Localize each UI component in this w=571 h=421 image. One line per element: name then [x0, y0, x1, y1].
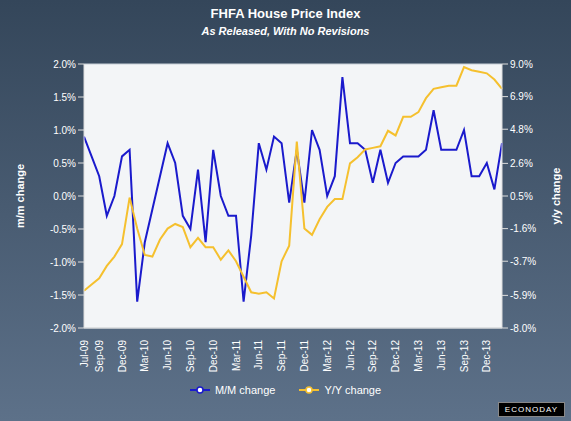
svg-text:-8.0%: -8.0% [510, 323, 536, 334]
svg-text:1.0%: 1.0% [53, 125, 76, 136]
html-text:y/y change: y/y change [550, 167, 562, 225]
svg-text:Sep-13: Sep-13 [459, 340, 470, 373]
svg-text:Mar-10: Mar-10 [139, 340, 150, 372]
html-text:M/M change: M/M change [214, 384, 276, 396]
svg-text:Mar-12: Mar-12 [322, 340, 333, 372]
svg-text:4.8%: 4.8% [510, 124, 533, 135]
html-text:As Released, With No Revisions: As Released, With No Revisions [201, 25, 370, 37]
svg-text:-5.9%: -5.9% [510, 290, 536, 301]
svg-text:Sep-12: Sep-12 [367, 340, 378, 373]
html-text:FHFA House Price Index: FHFA House Price Index [210, 6, 361, 21]
svg-text:2.6%: 2.6% [510, 158, 533, 169]
svg-text:9.0%: 9.0% [510, 59, 533, 70]
svg-text:-1.6%: -1.6% [510, 223, 536, 234]
svg-text:2.0%: 2.0% [53, 59, 76, 70]
svg-text:0.5%: 0.5% [53, 158, 76, 169]
svg-text:1.5%: 1.5% [53, 92, 76, 103]
svg-text:Dec-10: Dec-10 [208, 340, 219, 373]
svg-text:Dec-11: Dec-11 [299, 340, 310, 372]
svg-text:Jun-10: Jun-10 [162, 340, 173, 371]
svg-text:-2.0%: -2.0% [50, 323, 76, 334]
svg-text:Sep-09: Sep-09 [94, 340, 105, 373]
svg-text:-0.5%: -0.5% [50, 224, 76, 235]
svg-text:Jul-09: Jul-09 [79, 340, 90, 368]
svg-text:Jun-13: Jun-13 [436, 340, 447, 371]
svg-text:6.9%: 6.9% [510, 91, 533, 102]
svg-text:0.0%: 0.0% [53, 191, 76, 202]
svg-text:Mar-11: Mar-11 [231, 340, 242, 371]
svg-text:Dec-12: Dec-12 [390, 340, 401, 373]
html-text:m/m change: m/m change [14, 163, 26, 229]
svg-text:Dec-09: Dec-09 [117, 340, 128, 373]
svg-text:-1.5%: -1.5% [50, 290, 76, 301]
svg-text:0.5%: 0.5% [510, 191, 533, 202]
svg-text:Dec-13: Dec-13 [481, 340, 492, 373]
svg-text:Mar-13: Mar-13 [413, 340, 424, 372]
svg-text:Jun-11: Jun-11 [253, 340, 264, 370]
svg-text:-3.7%: -3.7% [510, 256, 536, 267]
svg-text:-1.0%: -1.0% [50, 257, 76, 268]
svg-text:Sep-10: Sep-10 [185, 340, 196, 373]
svg-text:Sep-11: Sep-11 [276, 340, 287, 372]
html-text:Y/Y change: Y/Y change [324, 384, 382, 396]
svg-text:Jun-12: Jun-12 [345, 340, 356, 371]
html-text:ECONODAY: ECONODAY [504, 405, 558, 414]
